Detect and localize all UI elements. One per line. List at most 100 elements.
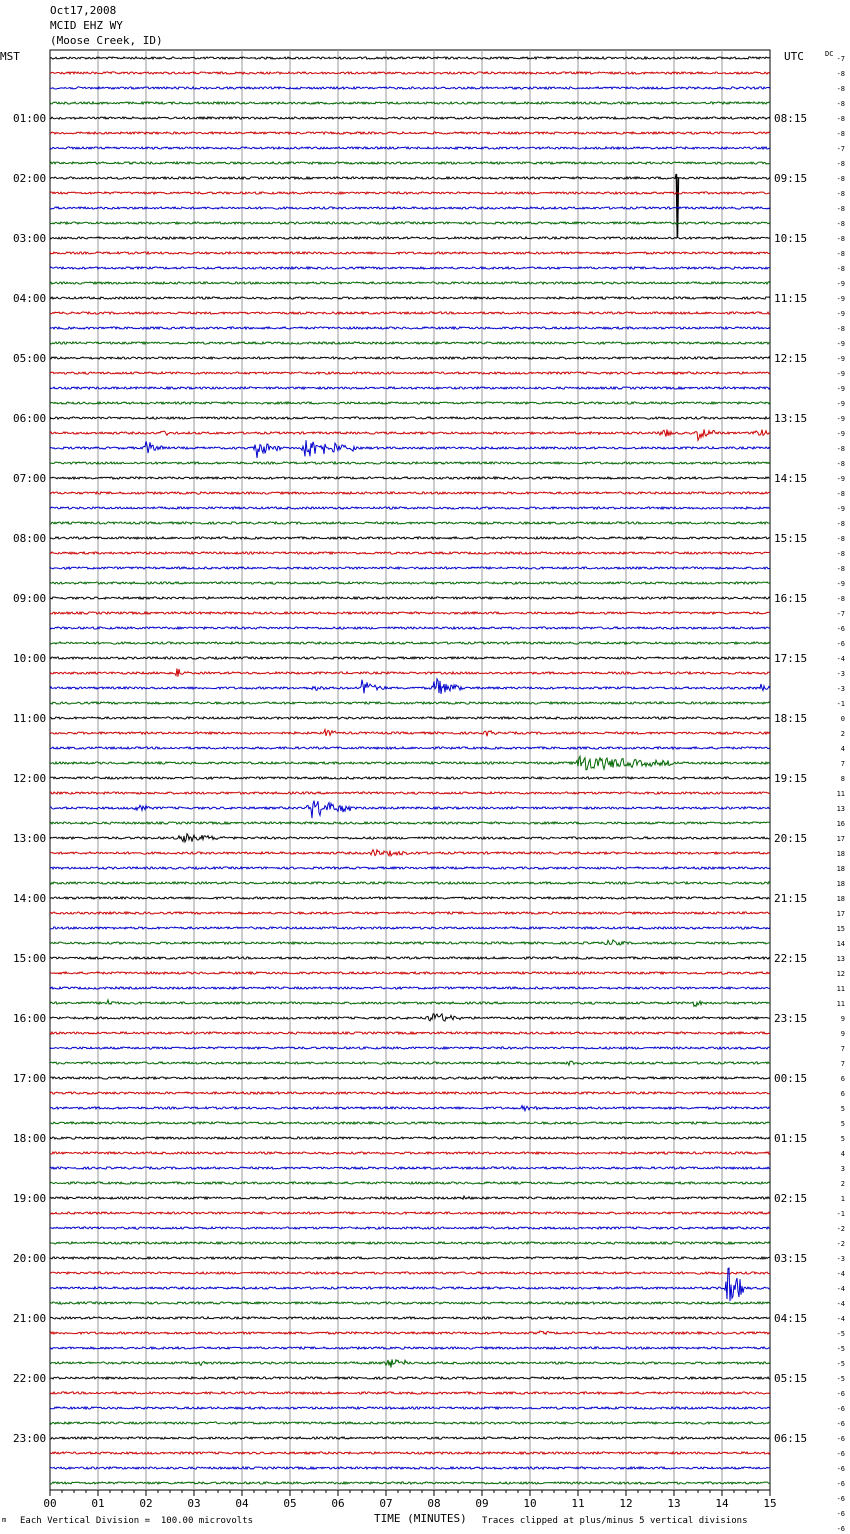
- dc-offset-label: -9: [837, 280, 845, 288]
- hour-label-utc: 06:15: [774, 1432, 807, 1445]
- dc-offset-label: 18: [837, 880, 845, 888]
- seismic-trace: [49, 1045, 771, 1051]
- dc-offset-label: 6: [841, 1090, 845, 1098]
- seismic-trace: [49, 1165, 771, 1171]
- dc-offset-label: -7: [837, 610, 845, 618]
- hour-label-mst: 18:00: [13, 1132, 46, 1145]
- dc-offset-label: -9: [837, 295, 845, 303]
- dc-column-label: DC: [825, 50, 833, 58]
- seismic-trace: [49, 428, 770, 443]
- dc-offset-label: 8: [841, 775, 845, 783]
- dc-offset-label: -7: [837, 145, 845, 153]
- seismic-trace: [49, 1330, 771, 1336]
- x-tick-label: 05: [283, 1497, 296, 1510]
- dc-offset-label: -8: [837, 595, 845, 603]
- hour-label-utc: 09:15: [774, 172, 807, 185]
- dc-offset-label: -8: [837, 520, 845, 528]
- dc-offset-label: -6: [837, 1510, 845, 1518]
- dc-offset-label: -6: [837, 1525, 845, 1533]
- seismic-trace: [49, 550, 771, 556]
- x-tick-label: 14: [715, 1497, 729, 1510]
- hour-label-utc: 13:15: [774, 412, 807, 425]
- x-tick-label: 10: [523, 1497, 536, 1510]
- dc-offset-label: -5: [837, 1345, 845, 1353]
- seismic-trace: [49, 145, 771, 151]
- dc-offset-label: -8: [837, 445, 845, 453]
- seismic-trace: [49, 1420, 771, 1426]
- x-tick-label: 12: [619, 1497, 632, 1510]
- x-tick-label: 00: [43, 1497, 56, 1510]
- seismic-trace: [49, 880, 771, 886]
- hour-label-utc: 18:15: [774, 712, 807, 725]
- hour-label-utc: 00:15: [774, 1072, 807, 1085]
- dc-offset-label: 17: [837, 835, 845, 843]
- seismic-trace: [49, 440, 771, 459]
- dc-offset-label: -9: [837, 430, 845, 438]
- seismic-trace: [49, 848, 771, 858]
- seismic-trace: [49, 595, 771, 601]
- dc-offset-label: -3: [837, 685, 845, 693]
- seismic-trace: [49, 1405, 771, 1411]
- seismic-trace: [49, 100, 771, 106]
- seismic-trace: [49, 85, 771, 91]
- seismic-trace: [49, 610, 771, 616]
- hour-label-mst: 20:00: [13, 1252, 46, 1265]
- seismic-trace: [49, 265, 771, 271]
- hour-label-mst: 21:00: [13, 1312, 46, 1325]
- dc-offset-label: 4: [841, 745, 845, 753]
- dc-offset-label: -8: [837, 205, 845, 213]
- dc-offset-label: -9: [837, 370, 845, 378]
- dc-offset-label: -8: [837, 160, 845, 168]
- dc-offset-label: 7: [841, 760, 845, 768]
- seismic-trace: [49, 655, 771, 661]
- hour-label-utc: 17:15: [774, 652, 807, 665]
- dc-offset-label: -8: [837, 460, 845, 468]
- seismic-trace: [49, 460, 771, 466]
- dc-offset-label: -8: [837, 325, 845, 333]
- hour-label-mst: 17:00: [13, 1072, 46, 1085]
- seismic-trace: [49, 280, 771, 286]
- seismic-trace: [49, 400, 771, 406]
- seismic-trace: [49, 754, 770, 772]
- dc-offset-label: 18: [837, 895, 845, 903]
- dc-offset-label: -1: [837, 1210, 845, 1218]
- dc-offset-label: 5: [841, 1105, 845, 1113]
- dc-offset-label: 16: [837, 820, 845, 828]
- chart-station: MCID EHZ WY: [50, 19, 123, 32]
- hour-label-mst: 16:00: [13, 1012, 46, 1025]
- hour-label-utc: 16:15: [774, 592, 807, 605]
- seismic-trace: [49, 1358, 771, 1368]
- dc-offset-label: -5: [837, 1375, 845, 1383]
- hour-label-mst: 09:00: [13, 592, 46, 605]
- seismic-trace: [50, 1375, 771, 1381]
- dc-offset-label: -8: [837, 175, 845, 183]
- hour-label-utc: 15:15: [774, 532, 807, 545]
- dc-offset-label: -9: [837, 505, 845, 513]
- dc-offset-label: 7: [841, 1045, 845, 1053]
- seismic-trace: [49, 1225, 770, 1231]
- dc-offset-label: 7: [841, 1060, 845, 1068]
- dc-offset-label: -9: [837, 385, 845, 393]
- dc-offset-label: -8: [837, 100, 845, 108]
- seismic-trace: [49, 1267, 771, 1302]
- seismic-trace: [50, 1075, 771, 1081]
- seismic-trace: [49, 677, 771, 694]
- dc-offset-label: -9: [837, 415, 845, 423]
- dc-offset-label: -8: [837, 115, 845, 123]
- seismic-trace: [49, 355, 771, 361]
- dc-offset-label: 11: [837, 790, 845, 798]
- dc-offset-label: 9: [841, 1030, 845, 1038]
- dc-offset-label: 0: [841, 715, 845, 723]
- division-note: Each Vertical Division = 100.00 microvol…: [20, 1516, 253, 1526]
- hour-label-utc: 03:15: [774, 1252, 807, 1265]
- hour-label-utc: 14:15: [774, 472, 807, 485]
- dc-offset-label: -4: [837, 1315, 845, 1323]
- dc-offset-label: -6: [837, 1405, 845, 1413]
- dc-offset-label: -6: [837, 1420, 845, 1428]
- dc-offset-label: 9: [841, 1015, 845, 1023]
- dc-offset-label: -6: [837, 1450, 845, 1458]
- hour-label-mst: 02:00: [13, 172, 46, 185]
- x-tick-label: 02: [139, 1497, 152, 1510]
- dc-offset-label: -6: [837, 1435, 845, 1443]
- seismic-trace: [49, 700, 771, 706]
